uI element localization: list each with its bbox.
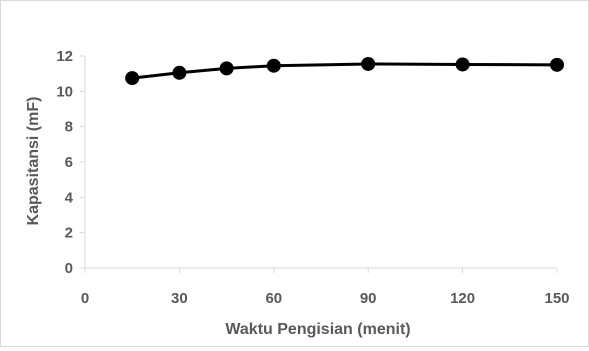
- data-series: [125, 56, 564, 86]
- y-tick-label: 10: [56, 83, 73, 100]
- data-point: [125, 71, 140, 86]
- y-tick-label: 8: [65, 119, 73, 136]
- data-point: [455, 57, 470, 72]
- y-tick-label: 4: [65, 189, 74, 206]
- x-tick-label: 0: [81, 290, 89, 307]
- data-point: [266, 58, 281, 73]
- y-tick-label: 6: [65, 154, 73, 171]
- y-tick-label: 12: [56, 48, 73, 65]
- x-tick-label: 90: [360, 290, 377, 307]
- x-tick-label: 30: [171, 290, 188, 307]
- data-point: [219, 61, 234, 76]
- x-axis-title: Waktu Pengisian (menit): [225, 321, 410, 338]
- y-tick-label: 0: [65, 260, 73, 277]
- y-axis-title: Kapasitansi (mF): [25, 97, 42, 226]
- data-point: [172, 65, 187, 80]
- data-point: [550, 57, 564, 72]
- y-tick-label: 2: [65, 225, 73, 242]
- data-point: [361, 56, 376, 71]
- x-tick-label: 150: [544, 290, 569, 307]
- x-tick-label: 120: [450, 290, 475, 307]
- x-tick-label: 60: [265, 290, 282, 307]
- series-line: [132, 62, 558, 80]
